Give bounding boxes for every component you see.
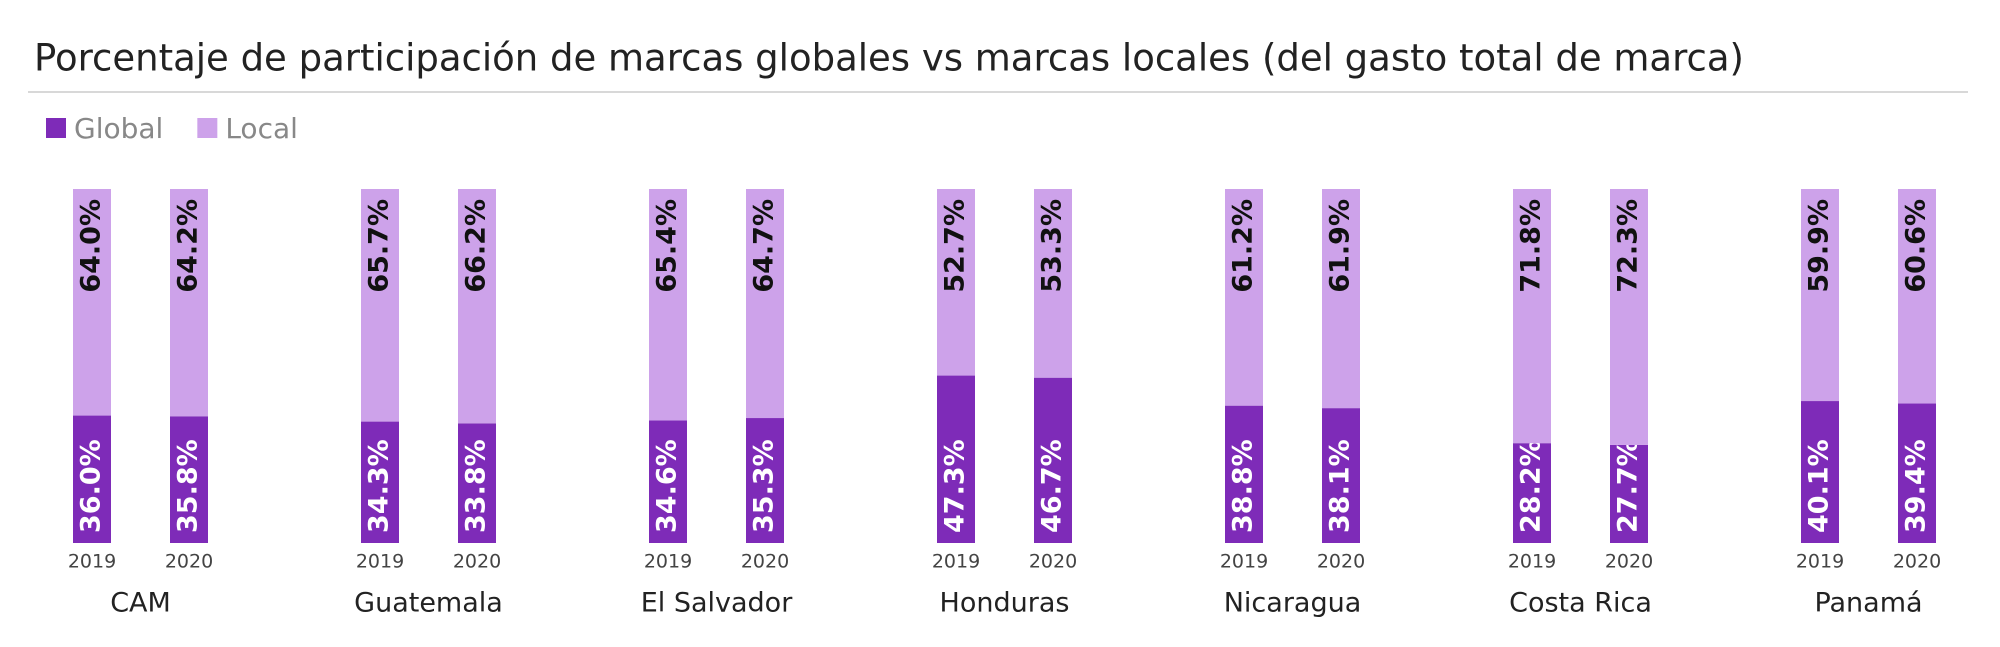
bar-segment <box>170 189 208 417</box>
bar-segment <box>746 418 784 543</box>
group-label: Guatemala <box>354 588 503 619</box>
bar-segment <box>1322 189 1360 409</box>
bar-segment <box>361 421 399 543</box>
legend-swatch <box>197 118 218 138</box>
value-label: 65.7% <box>364 199 395 293</box>
bar-segment <box>1034 377 1072 543</box>
value-label: 35.3% <box>749 439 780 533</box>
bar-segment <box>746 189 784 419</box>
bar-segment <box>1898 403 1936 543</box>
value-label: 60.6% <box>1901 199 1932 293</box>
bar-segment <box>1225 405 1263 543</box>
chart-title: Porcentaje de participación de marcas gl… <box>34 37 1744 80</box>
group-label: Panamá <box>1814 588 1922 619</box>
bar-segment <box>1322 408 1360 543</box>
x-tick-label: 2019 <box>1220 551 1268 573</box>
x-tick-label: 2019 <box>68 551 116 573</box>
bar-segment <box>937 189 975 376</box>
x-tick-label: 2019 <box>644 551 692 573</box>
value-label: 33.8% <box>461 439 492 533</box>
bar-segment <box>1801 401 1839 543</box>
value-label: 71.8% <box>1516 199 1547 293</box>
value-label: 64.0% <box>76 199 107 293</box>
value-label: 64.7% <box>749 199 780 293</box>
value-label: 39.4% <box>1901 439 1932 533</box>
value-label: 34.6% <box>652 439 683 533</box>
group-label: CAM <box>110 588 171 619</box>
bar-segment <box>649 189 687 421</box>
bar-segment <box>1034 189 1072 378</box>
bar-segment <box>458 423 496 543</box>
value-label: 35.8% <box>173 439 204 533</box>
value-label: 38.8% <box>1228 439 1259 533</box>
x-tick-label: 2019 <box>1796 551 1844 573</box>
x-tick-label: 2019 <box>932 551 980 573</box>
group-label: Costa Rica <box>1509 588 1652 619</box>
value-label: 65.4% <box>652 199 683 293</box>
bar-segment <box>1225 189 1263 406</box>
bar-segment <box>1513 189 1551 444</box>
bar-segment <box>1898 189 1936 404</box>
legend-label: Global <box>74 112 163 145</box>
bar-segment <box>937 375 975 543</box>
value-label: 64.2% <box>173 199 204 293</box>
value-label: 27.7% <box>1613 439 1644 533</box>
bar-segment <box>73 415 111 543</box>
value-label: 36.0% <box>76 439 107 533</box>
value-label: 28.2% <box>1516 439 1547 533</box>
bar-segment <box>1513 443 1551 543</box>
bar-segment <box>1801 189 1839 402</box>
value-label: 61.9% <box>1325 199 1356 293</box>
bar-segment <box>73 189 111 416</box>
value-label: 72.3% <box>1613 199 1644 293</box>
value-label: 66.2% <box>461 199 492 293</box>
legend-swatch <box>46 118 66 138</box>
x-tick-label: 2020 <box>1029 551 1077 573</box>
bar-segment <box>1610 189 1648 445</box>
x-tick-label: 2020 <box>741 551 789 573</box>
x-tick-label: 2020 <box>453 551 501 573</box>
value-label: 46.7% <box>1037 439 1068 533</box>
value-label: 34.3% <box>364 439 395 533</box>
bar-segment <box>458 189 496 424</box>
x-tick-label: 2019 <box>356 551 404 573</box>
bar-segment <box>649 420 687 543</box>
group-label: El Salvador <box>641 588 794 619</box>
value-label: 61.2% <box>1228 199 1259 293</box>
value-label: 40.1% <box>1804 439 1835 533</box>
value-label: 59.9% <box>1804 199 1835 293</box>
x-tick-label: 2020 <box>1893 551 1941 573</box>
bar-segment <box>1610 444 1648 543</box>
legend-label: Local <box>225 112 298 145</box>
value-label: 47.3% <box>940 439 971 533</box>
x-tick-label: 2020 <box>1605 551 1653 573</box>
value-label: 52.7% <box>940 199 971 293</box>
value-label: 38.1% <box>1325 439 1356 533</box>
value-label: 53.3% <box>1037 199 1068 293</box>
group-label: Honduras <box>940 588 1070 619</box>
group-label: Nicaragua <box>1224 588 1362 619</box>
x-tick-label: 2019 <box>1508 551 1556 573</box>
x-tick-label: 2020 <box>1317 551 1365 573</box>
x-tick-label: 2020 <box>165 551 213 573</box>
bar-segment <box>170 416 208 543</box>
bar-segment <box>361 189 399 422</box>
